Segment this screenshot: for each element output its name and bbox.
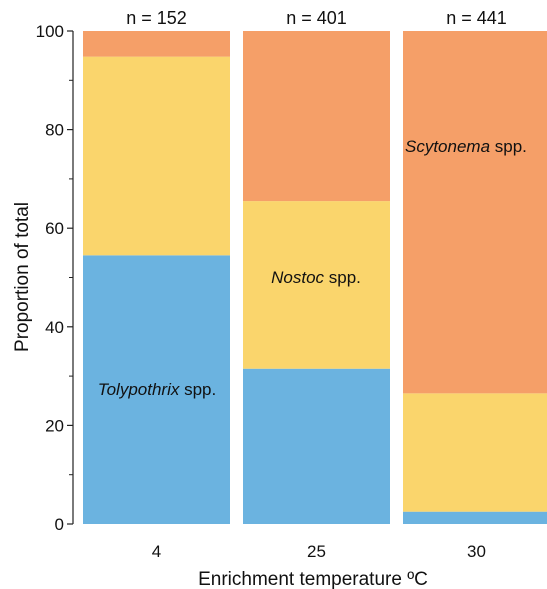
segment-label-genus: Scytonema — [405, 137, 490, 156]
segment-label-genus: Nostoc — [271, 268, 324, 287]
x-tick-label-30: 30 — [467, 542, 486, 561]
y-tick-label-20: 20 — [45, 416, 64, 435]
bar-segment-30-series-1 — [403, 393, 547, 512]
segment-label-genus: Tolypothrix — [98, 380, 180, 399]
segment-label-suffix: spp. — [490, 137, 527, 156]
bar-segment-25-series-2 — [243, 31, 390, 202]
y-tick-label-60: 60 — [45, 219, 64, 238]
y-axis: 0 20 40 60 80 100 — [36, 22, 74, 534]
labels-layer: 4 n = 152 25 n = 401 30 n = 441 Tolypothrix sp… — [98, 8, 527, 561]
y-tick-label-40: 40 — [45, 318, 64, 337]
segment-label-30: Scytonema spp. — [405, 137, 527, 156]
bar-segment-4-series-2 — [83, 31, 230, 57]
segment-label-25: Nostoc spp. — [271, 268, 361, 287]
y-tick-label-100: 100 — [36, 22, 64, 41]
x-tick-label-25: 25 — [307, 542, 326, 561]
bar-segment-4-series-1 — [83, 56, 230, 256]
y-tick-label-0: 0 — [55, 515, 64, 534]
x-axis-title: Enrichment temperature ºC — [198, 569, 428, 589]
sample-count-label-25: n = 401 — [286, 8, 347, 28]
y-axis-title: Proportion of total — [12, 202, 33, 352]
bars-layer — [83, 31, 547, 524]
bar-segment-30-series-2 — [403, 31, 547, 394]
segment-label-4: Tolypothrix spp. — [98, 380, 216, 399]
bar-segment-30-series-0 — [403, 511, 547, 524]
bar-segment-25-series-1 — [243, 201, 390, 369]
segment-label-suffix: spp. — [324, 268, 361, 287]
sample-count-label-30: n = 441 — [446, 8, 507, 28]
bar-segment-25-series-0 — [243, 368, 390, 524]
sample-count-label-4: n = 152 — [126, 8, 187, 28]
bar-segment-4-series-0 — [83, 255, 230, 524]
segment-label-suffix: spp. — [179, 380, 216, 399]
y-tick-label-80: 80 — [45, 121, 64, 140]
x-tick-label-4: 4 — [152, 542, 161, 561]
